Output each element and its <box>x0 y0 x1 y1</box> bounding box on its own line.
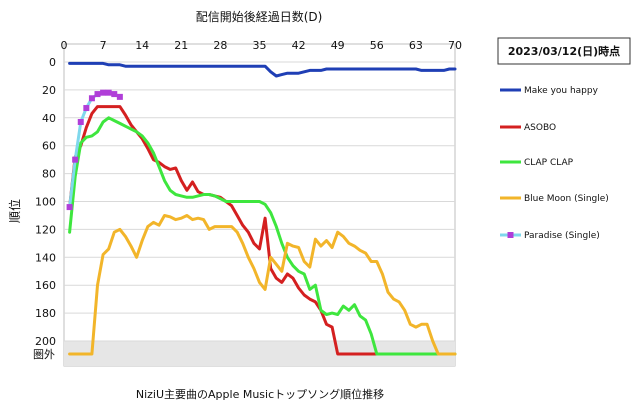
series-lines <box>66 61 457 356</box>
legend-label: ASOBO <box>524 123 556 133</box>
x-tick-label: 14 <box>135 39 149 52</box>
y-tick-label: 60 <box>42 140 56 153</box>
y-tick-label: 180 <box>35 307 56 320</box>
legend-label: Blue Moon (Single) <box>524 194 609 204</box>
series-line-2 <box>68 116 457 356</box>
legend: Make you happy ASOBO CLAP CLAP Blue Moon (S… <box>500 86 609 241</box>
y-tick-label: 200 <box>35 335 56 348</box>
y-tick-label: 20 <box>42 84 56 97</box>
data-point <box>72 156 79 163</box>
data-point <box>94 91 101 98</box>
legend-label: Make you happy <box>524 86 599 96</box>
date-box <box>497 37 631 65</box>
data-point <box>88 95 95 102</box>
y-tick-label: 160 <box>35 279 56 292</box>
x-tick-label: 35 <box>253 39 267 52</box>
series-line-3 <box>68 214 457 356</box>
plot-area <box>63 43 456 367</box>
x-tick-label: 49 <box>331 39 345 52</box>
y-tick-label: 80 <box>42 168 56 181</box>
legend-label: CLAP CLAP <box>524 158 574 168</box>
series-line-0 <box>68 61 457 78</box>
out-of-chart-label: 圏外 <box>33 348 55 361</box>
data-point <box>77 118 84 125</box>
y-tick-label: 140 <box>35 251 56 264</box>
y-tick-labels: 0 20 40 60 80 100 120 140 160 180 200 <box>35 56 56 348</box>
x-tick-label: 21 <box>174 39 188 52</box>
y-tick-label: 0 <box>49 56 56 69</box>
data-point <box>83 105 90 112</box>
y-tick-label: 100 <box>35 196 56 209</box>
y-tick-label: 120 <box>35 223 56 236</box>
legend-marker <box>507 232 514 238</box>
x-axis-title: 配信開始後経過日数(D) <box>196 9 323 24</box>
x-tick-label: 63 <box>409 39 423 52</box>
x-tick-label: 0 <box>61 39 68 52</box>
data-point <box>111 91 118 98</box>
x-tick-label: 56 <box>370 39 384 52</box>
gridlines <box>64 61 455 342</box>
x-tick-label: 28 <box>213 39 227 52</box>
x-tick-label: 42 <box>292 39 306 52</box>
legend-label: Paradise (Single) <box>524 231 600 241</box>
data-point <box>66 204 73 211</box>
x-tick-label: 7 <box>100 39 107 52</box>
y-axis-title: 順位 <box>7 199 22 223</box>
x-tick-label: 70 <box>448 39 462 52</box>
data-point <box>116 93 123 100</box>
data-point <box>105 89 112 96</box>
chart-caption: NiziU主要曲のApple Musicトップソング順位推移 <box>136 387 384 401</box>
date-label: 2023/03/12(日)時点 <box>508 44 620 58</box>
y-tick-label: 40 <box>42 112 56 125</box>
data-point <box>100 89 107 96</box>
x-tick-labels: 0 7 14 21 28 35 42 49 56 63 70 <box>61 39 463 52</box>
